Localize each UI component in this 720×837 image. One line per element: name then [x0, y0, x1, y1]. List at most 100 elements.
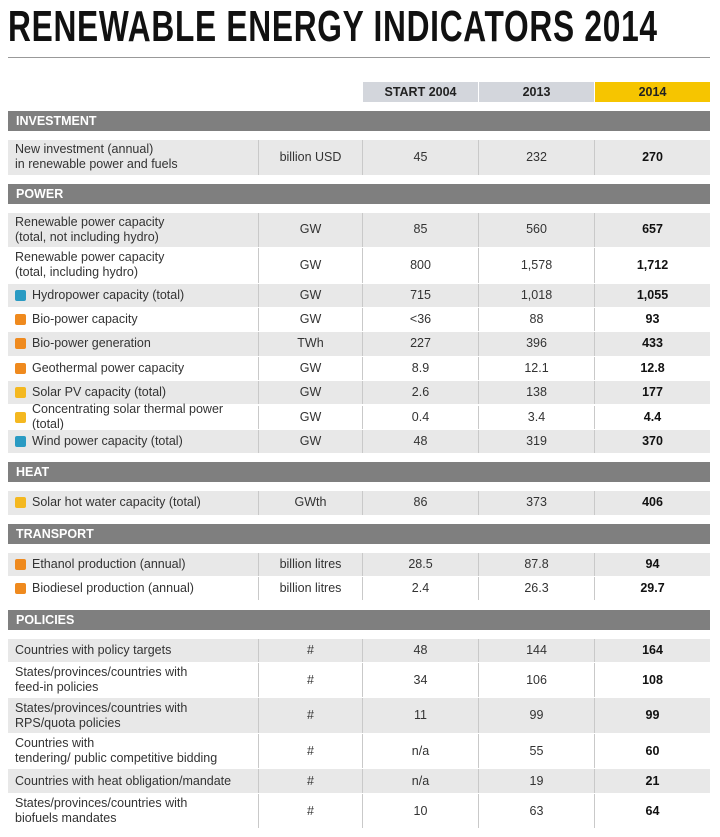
row-value: 319	[478, 429, 594, 454]
row-value: billion litres	[258, 552, 362, 577]
row-value: 48	[362, 429, 478, 454]
cell-text: 60	[645, 743, 660, 758]
row-value: GWth	[258, 491, 362, 515]
cell-text: 3.4	[527, 409, 546, 424]
cell-text: Countries with policy targets	[15, 642, 172, 657]
row-value: n/a	[362, 733, 478, 769]
row-value: 60	[594, 733, 710, 769]
cell-text: GW	[299, 385, 322, 400]
cell-text: Geothermal power capacity	[32, 360, 185, 375]
cell-text: 232	[526, 149, 547, 164]
cell-text: 10	[413, 803, 428, 818]
cell-text: #	[307, 642, 314, 657]
row-value: 106	[478, 662, 594, 698]
cell-text: Biodiesel production (annual)	[32, 581, 194, 596]
row-label: New investment (annual) in renewable pow…	[8, 140, 258, 175]
cell-text: GW	[299, 434, 322, 449]
section-header: INVESTMENT	[8, 111, 710, 131]
row-value: 12.1	[478, 356, 594, 381]
cell-text: 1,712	[636, 257, 669, 272]
cell-text: Renewable power capacity (total, not inc…	[15, 214, 165, 244]
table-row: Bio-power capacity GW <36 88 93	[8, 307, 710, 333]
table-row: States/provinces/countries with biofuels…	[8, 793, 710, 830]
row-value: GW	[258, 429, 362, 454]
cell-text: 28.5	[408, 556, 433, 571]
cell-text: 48	[413, 434, 428, 449]
row-value: #	[258, 638, 362, 662]
row-value: billion USD	[258, 140, 362, 175]
table-row: Wind power capacity (total) GW 48 319 370	[8, 429, 710, 455]
icon	[15, 289, 26, 301]
cell-text: 87.8	[524, 556, 549, 571]
cell-text: States/provinces/countries with feed-in …	[15, 665, 188, 695]
cell-text: 34	[413, 672, 428, 687]
cell-text: GWth	[294, 495, 327, 510]
row-value: 64	[594, 793, 710, 829]
row-value: 370	[594, 429, 710, 454]
row-value: GW	[258, 212, 362, 247]
cell-text: TWh	[297, 336, 324, 351]
cell-text: 433	[642, 336, 663, 351]
row-label: States/provinces/countries with feed-in …	[8, 663, 258, 698]
cell-text: Solar PV capacity (total)	[32, 385, 167, 400]
cell-text: 1,018	[520, 287, 553, 302]
row-label: Renewable power capacity (total, not inc…	[8, 213, 258, 248]
cell-text: 800	[410, 257, 431, 272]
row-value: 138	[478, 381, 594, 405]
cell-text: Countries with tendering/ public competi…	[15, 736, 218, 766]
row-label: Wind power capacity (total)	[8, 430, 258, 453]
title: RENEWABLE ENERGY INDICATORS 2014	[8, 2, 658, 51]
row-label: Renewable power capacity (total, includi…	[8, 248, 258, 283]
column-header: 2013	[478, 82, 594, 102]
row-value: <36	[362, 307, 478, 332]
row-value: 227	[362, 332, 478, 356]
cell-text: 1,578	[520, 257, 553, 272]
icon	[15, 411, 26, 423]
cell-text: 657	[642, 222, 663, 237]
cell-text: 715	[410, 287, 431, 302]
table-row: Geothermal power capacity GW 8.9 12.1 12.8	[8, 356, 710, 382]
row-value: 560	[478, 212, 594, 247]
row-value: #	[258, 698, 362, 733]
cell-text: 164	[642, 642, 663, 657]
cell-text: <36	[409, 312, 432, 327]
row-value: 19	[478, 769, 594, 793]
table-row: New investment (annual) in renewable pow…	[8, 140, 710, 176]
table-row: Concentrating solar thermal power (total…	[8, 402, 710, 431]
cell-text: 26.3	[524, 581, 549, 596]
cell-text: #	[307, 708, 314, 723]
cell-text: GW	[299, 360, 322, 375]
cell-text: 406	[642, 495, 663, 510]
row-value: GW	[258, 381, 362, 405]
row-value: 8.9	[362, 356, 478, 381]
cell-text: 0.4	[411, 409, 430, 424]
cell-text: 64	[645, 803, 660, 818]
section-header: POWER	[8, 183, 710, 204]
cell-text: 86	[413, 495, 428, 510]
table-row: Bio-power generation TWh 227 396 433	[8, 332, 710, 357]
row-value: n/a	[362, 769, 478, 793]
table-row: Countries with heat obligation/mandate # n…	[8, 769, 710, 794]
row-value: 28.5	[362, 552, 478, 577]
cell-text: GW	[299, 312, 322, 327]
cell-text: Bio-power capacity	[32, 312, 138, 327]
icon	[15, 314, 26, 326]
cell-text: 396	[526, 336, 547, 351]
row-label: States/provinces/countries with biofuels…	[8, 794, 258, 829]
cell-text: 138	[526, 385, 547, 400]
cell-text: 55	[529, 743, 544, 758]
icon	[15, 558, 26, 570]
cell-text: GW	[299, 257, 322, 272]
row-value: 48	[362, 638, 478, 662]
row-value: 29.7	[594, 577, 710, 601]
table-row: Biodiesel production (annual) billion lit…	[8, 577, 710, 602]
cell-text: States/provinces/countries with biofuels…	[15, 796, 188, 826]
row-value: 1,578	[478, 248, 594, 283]
row-value: billion litres	[258, 577, 362, 601]
icon	[15, 362, 26, 374]
row-value: 800	[362, 248, 478, 283]
cell-text: 63	[529, 803, 544, 818]
row-value: 4.4	[594, 405, 710, 429]
row-value: 657	[594, 212, 710, 247]
row-label: Ethanol production (annual)	[8, 553, 258, 576]
